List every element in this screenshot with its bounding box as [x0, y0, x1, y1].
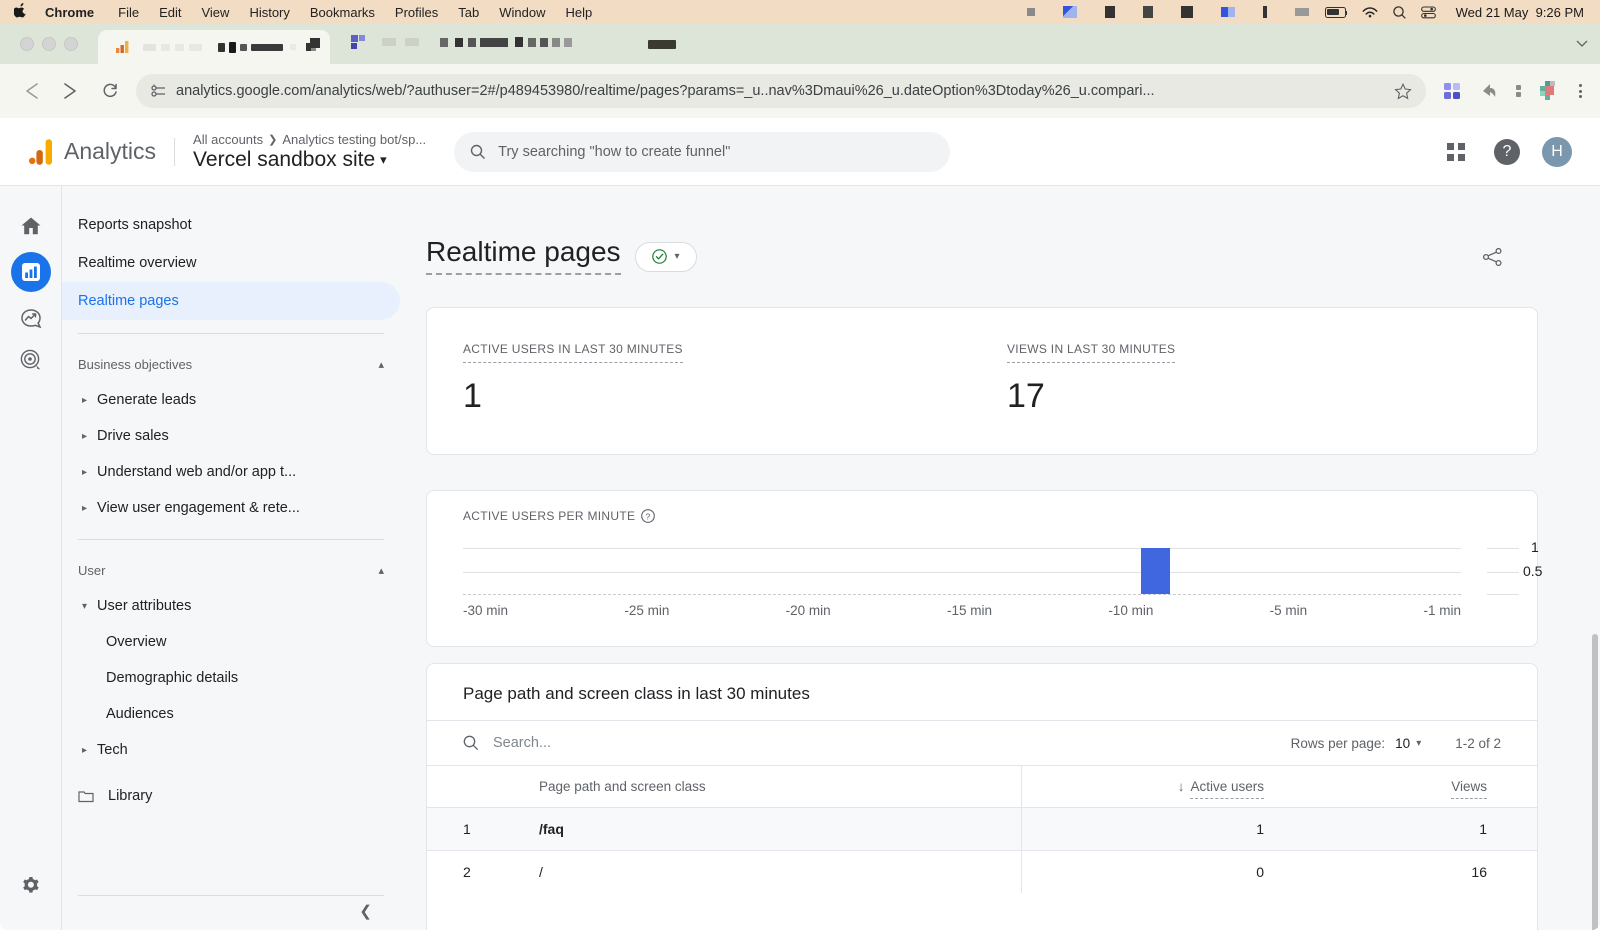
svg-text:?: ?	[646, 511, 651, 521]
